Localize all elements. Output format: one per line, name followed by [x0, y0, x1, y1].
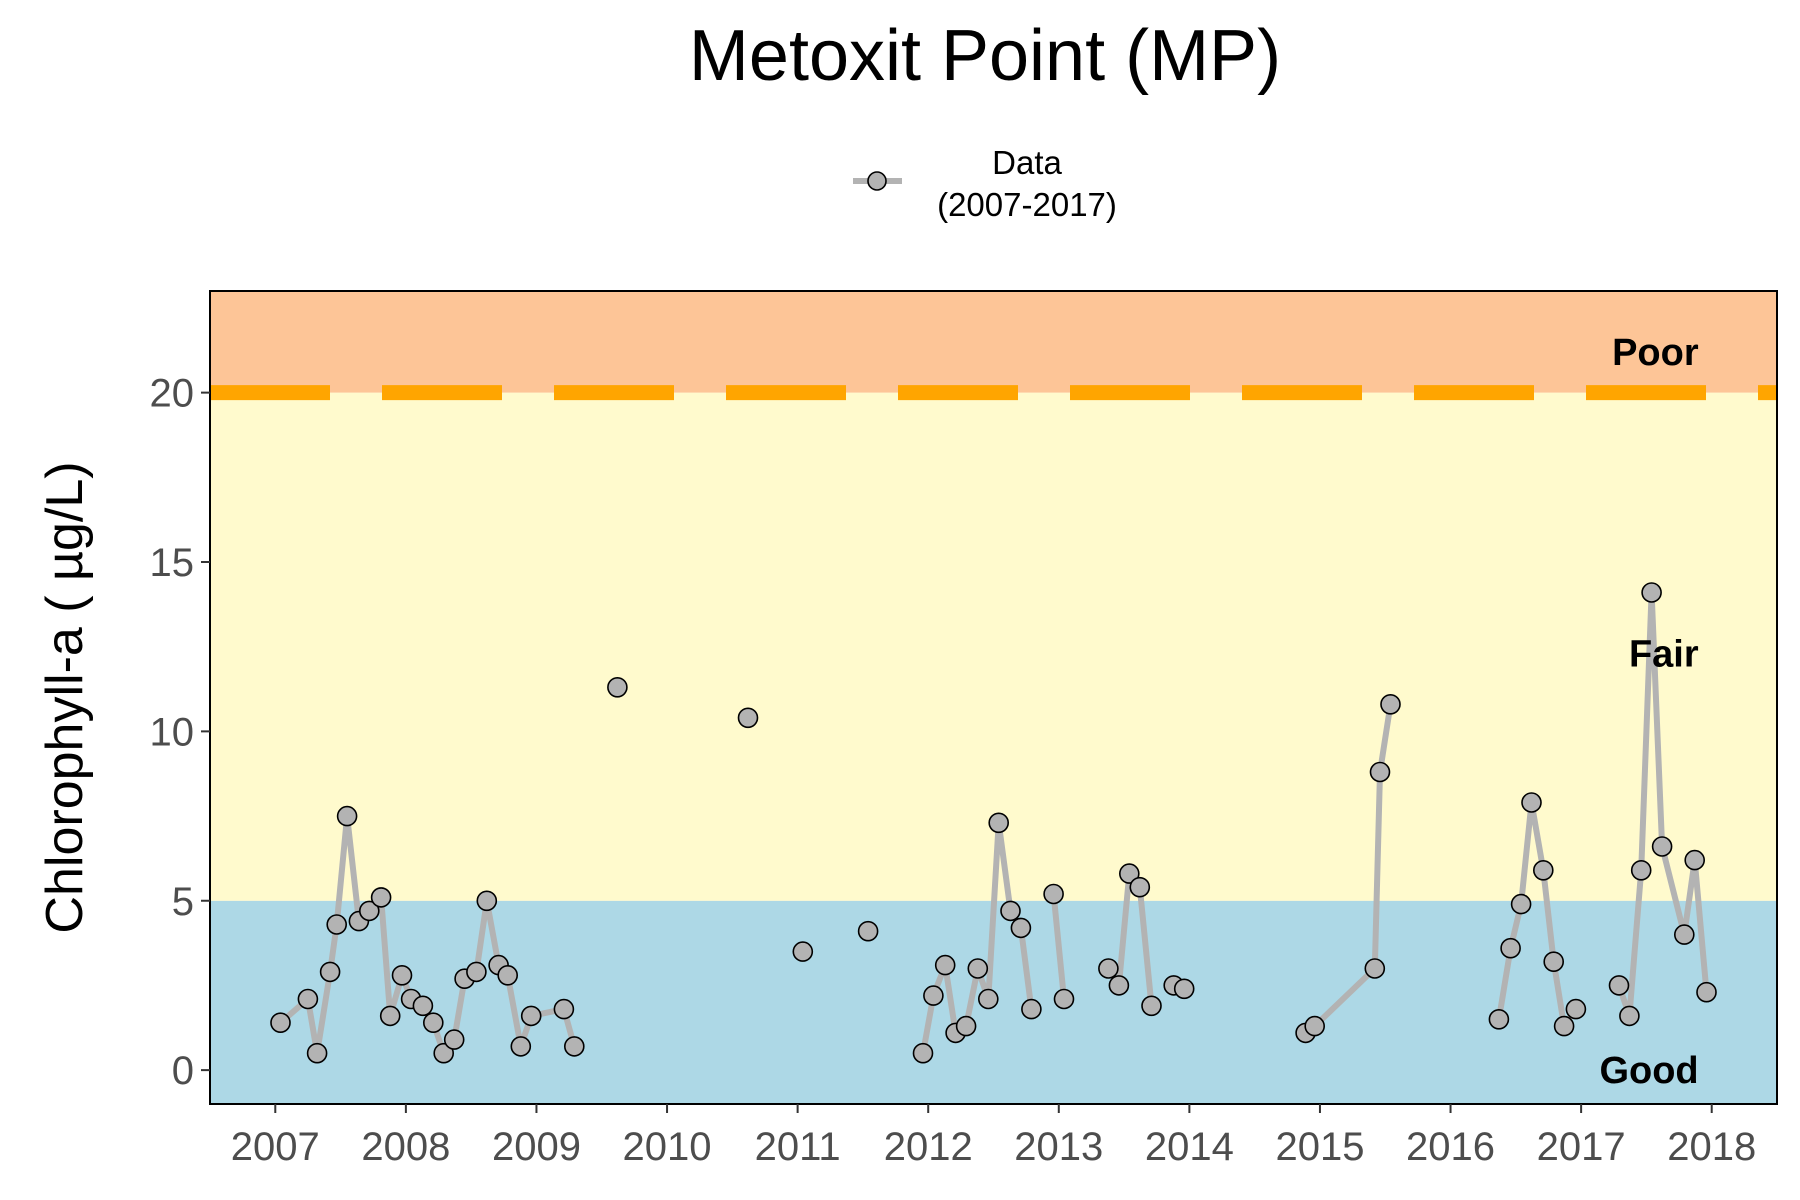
- data-point-69: [1696, 981, 1717, 1003]
- data-point-40: [1043, 883, 1064, 905]
- data-point-15: [443, 1029, 465, 1050]
- data-point-34: [967, 958, 989, 979]
- y-axis-title: Chlorophyll-a ( µg/L): [36, 461, 94, 933]
- x-tick-label-2007: 2007: [231, 1125, 320, 1169]
- data-point-51: [1364, 958, 1386, 979]
- data-point-38: [1010, 917, 1032, 939]
- data-point-58: [1533, 859, 1554, 881]
- data-point-17: [466, 961, 487, 983]
- y-tick-label-20: 20: [150, 372, 195, 416]
- data-point-0: [270, 1012, 291, 1034]
- data-point-13: [422, 1012, 444, 1034]
- data-point-44: [1119, 863, 1140, 884]
- data-point-43: [1108, 975, 1130, 996]
- plot-border: [209, 290, 1778, 1105]
- data-point-7: [358, 900, 380, 922]
- x-tick-label-2009: 2009: [492, 1125, 581, 1169]
- data-point-60: [1553, 1015, 1575, 1037]
- data-point-28: [857, 920, 879, 942]
- data-point-61: [1565, 998, 1587, 1020]
- data-point-5: [336, 805, 358, 827]
- x-tick-label-2017: 2017: [1537, 1125, 1626, 1169]
- data-point-52: [1369, 761, 1391, 783]
- data-point-9: [379, 1005, 401, 1027]
- chart-title: Metoxit Point (MP): [689, 16, 1281, 96]
- data-point-65: [1641, 582, 1662, 603]
- band-labels: Poor Fair Good: [1599, 332, 1698, 1092]
- data-point-67: [1674, 924, 1695, 945]
- series-line-segment-11: [1616, 589, 1710, 1019]
- data-point-48: [1173, 978, 1195, 1000]
- data-point-35: [977, 988, 999, 1010]
- data-point-8: [370, 887, 392, 908]
- series-line-segment-6: [1050, 891, 1067, 1002]
- data-point-45: [1129, 876, 1151, 898]
- data-point-46: [1141, 995, 1162, 1017]
- x-tick-label-2008: 2008: [361, 1125, 450, 1169]
- y-tick-label-15: 15: [150, 541, 195, 585]
- quality-bands: [210, 291, 1777, 1104]
- x-tick-label-2018: 2018: [1667, 1125, 1756, 1169]
- data-point-4: [326, 914, 348, 935]
- data-point-21: [510, 1036, 532, 1057]
- y-tick-label-0: 0: [172, 1049, 194, 1093]
- data-point-27: [792, 941, 814, 962]
- data-point-12: [412, 995, 434, 1017]
- data-point-24: [563, 1036, 585, 1057]
- data-point-37: [1000, 900, 1021, 922]
- data-point-10: [391, 964, 413, 986]
- y-axis: 0 5 10 15 20: [150, 372, 210, 1093]
- data-point-62: [1608, 975, 1630, 996]
- data-point-18: [476, 890, 498, 912]
- data-point-1: [297, 988, 319, 1010]
- data-point-41: [1053, 988, 1075, 1010]
- data-point-66: [1651, 836, 1673, 857]
- data-point-56: [1510, 893, 1532, 915]
- x-tick-label-2010: 2010: [623, 1125, 712, 1169]
- data-point-30: [923, 985, 944, 1006]
- band-label-poor: Poor: [1612, 332, 1699, 374]
- x-axis: 2007 2008 2009 2010 2011 2012 2013 2014 2015 2016…: [231, 1104, 1756, 1169]
- data-point-63: [1619, 1005, 1640, 1027]
- data-point-23: [553, 998, 575, 1020]
- data-point-26: [737, 707, 759, 729]
- data-point-3: [319, 961, 341, 983]
- band-label-good: Good: [1599, 1050, 1698, 1092]
- data-point-25: [607, 676, 628, 698]
- data-point-2: [306, 1042, 328, 1064]
- data-point-57: [1521, 792, 1542, 813]
- data-point-14: [433, 1042, 455, 1064]
- x-tick-label-2014: 2014: [1145, 1125, 1234, 1169]
- x-tick-label-2012: 2012: [884, 1125, 973, 1169]
- data-point-53: [1380, 693, 1401, 715]
- band-label-fair: Fair: [1629, 633, 1699, 675]
- data-point-33: [955, 1015, 977, 1037]
- data-point-22: [520, 1005, 542, 1027]
- data-series: [270, 582, 1717, 1064]
- data-point-64: [1630, 859, 1652, 881]
- legend: Data (2007-2017): [853, 144, 1117, 223]
- x-tick-label-2015: 2015: [1275, 1125, 1364, 1169]
- y-tick-label-10: 10: [150, 710, 195, 754]
- data-point-59: [1543, 951, 1564, 973]
- data-point-39: [1021, 998, 1042, 1020]
- y-tick-label-5: 5: [172, 880, 194, 924]
- band-poor: [210, 291, 1777, 393]
- data-point-54: [1488, 1008, 1510, 1030]
- x-tick-label-2013: 2013: [1014, 1125, 1103, 1169]
- legend-marker-swatch: [867, 171, 887, 191]
- x-tick-label-2016: 2016: [1406, 1125, 1495, 1169]
- data-point-68: [1684, 849, 1705, 871]
- x-tick-label-2011: 2011: [755, 1125, 841, 1169]
- data-point-55: [1500, 937, 1521, 959]
- data-point-31: [934, 954, 956, 976]
- data-point-50: [1304, 1015, 1325, 1037]
- data-point-42: [1098, 958, 1119, 979]
- data-point-29: [912, 1042, 934, 1064]
- data-point-36: [988, 812, 1010, 834]
- legend-label-line2: (2007-2017): [937, 186, 1117, 223]
- data-point-20: [497, 964, 519, 986]
- legend-label-line1: Data: [992, 144, 1062, 181]
